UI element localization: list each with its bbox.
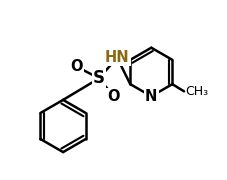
Text: HN: HN [105,50,129,65]
Text: O: O [70,59,83,74]
Text: S: S [93,69,105,87]
Text: CH₃: CH₃ [185,85,208,98]
Text: O: O [107,89,120,104]
Text: N: N [145,89,158,104]
